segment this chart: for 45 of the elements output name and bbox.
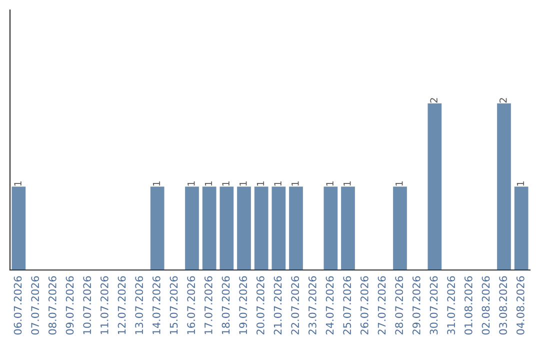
- x-tick-label: 16.07.2026: [187, 276, 196, 334]
- x-tick-label: 31.07.2026: [447, 276, 456, 334]
- x-tick-label: 24.07.2026: [326, 276, 334, 334]
- data-label: 1: [516, 181, 524, 186]
- x-tick-label: 27.07.2026: [378, 276, 386, 334]
- x-tick-label: 23.07.2026: [308, 276, 316, 334]
- x-tick-label: 25.07.2026: [343, 276, 352, 334]
- x-tick-label: 01.08.2026: [464, 276, 472, 335]
- data-label: 1: [256, 181, 264, 186]
- x-tick-label: 03.08.2026: [499, 276, 508, 335]
- x-tick-label: 21.07.2026: [274, 276, 282, 334]
- x-tick-label: 10.07.2026: [83, 276, 92, 334]
- data-label: 1: [396, 181, 403, 186]
- x-tick-label: 02.08.2026: [482, 276, 490, 335]
- data-label: 1: [152, 181, 160, 186]
- data-label: 1: [188, 181, 195, 186]
- data-label: 1: [344, 181, 351, 186]
- data-label: 2: [430, 98, 438, 103]
- x-tick-label: 13.07.2026: [135, 276, 144, 334]
- x-tick-label: 20.07.2026: [256, 276, 264, 334]
- x-tick-label: 08.07.2026: [48, 276, 56, 335]
- x-tick-label: 26.07.2026: [360, 276, 368, 334]
- x-tick-label: 29.07.2026: [412, 276, 420, 334]
- data-label: 1: [14, 181, 22, 186]
- x-tick-label: 07.07.2026: [31, 276, 40, 335]
- x-tick-label: 19.07.2026: [239, 276, 248, 334]
- x-tick-label: 04.08.2026: [516, 276, 524, 335]
- data-label: 1: [326, 181, 334, 186]
- x-tick-label: 18.07.2026: [222, 276, 230, 334]
- data-label: 2: [499, 98, 507, 103]
- data-label: 1: [222, 181, 230, 186]
- x-tick-label: 15.07.2026: [170, 276, 178, 334]
- data-label: 1: [292, 181, 299, 186]
- x-tick-label: 30.07.2026: [430, 276, 438, 334]
- data-label: 1: [240, 181, 247, 186]
- x-tick-label: 06.07.2026: [14, 276, 22, 335]
- data-label: 1: [204, 181, 212, 186]
- x-tick-label: 11.07.2026: [100, 276, 108, 334]
- x-tick-label: 28.07.2026: [395, 276, 404, 334]
- x-tick-label: 22.07.2026: [291, 276, 300, 334]
- x-tick-label: 17.07.2026: [204, 276, 212, 334]
- x-tick-label: 12.07.2026: [118, 276, 126, 334]
- x-tick-label: 09.07.2026: [66, 276, 74, 335]
- x-tick-label: 14.07.2026: [152, 276, 160, 334]
- data-label: 1: [274, 181, 282, 186]
